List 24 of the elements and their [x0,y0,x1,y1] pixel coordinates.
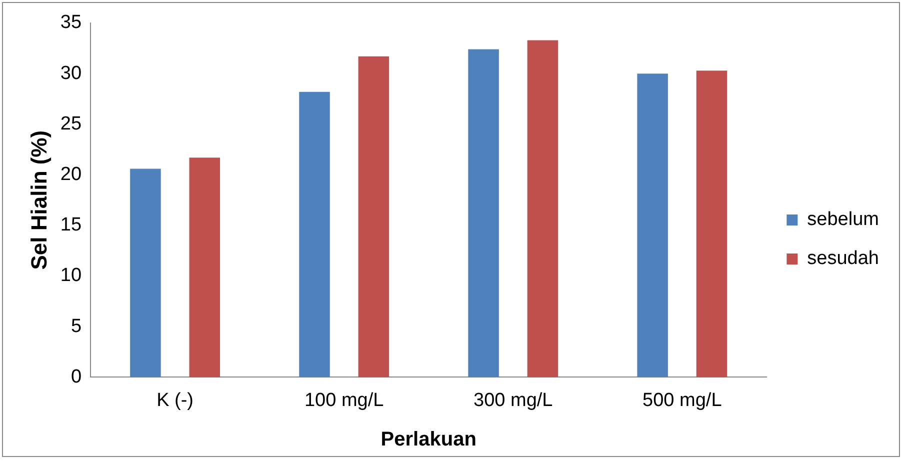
bar [637,74,668,378]
bar [130,168,161,378]
bar [358,56,390,378]
bar [527,40,558,378]
y-tick-label: 10 [60,265,82,286]
bar [299,92,330,378]
y-tick-label: 25 [60,113,82,134]
x-tick-label: 100 mg/L [304,390,384,411]
y-axis-title: Sel Hialin (%) [26,130,52,270]
legend-label: sebelum [807,209,879,230]
y-tick-label: 30 [60,62,82,84]
y-tick-label: 35 [60,12,82,34]
x-tick-label: K (-) [156,390,194,411]
x-tick-label: 500 mg/L [642,390,722,411]
y-tick-label: 15 [60,214,82,236]
x-axis-title: Perlakuan [380,428,476,451]
bar [189,158,220,378]
bar [696,70,728,378]
y-tick-label: 5 [70,316,82,337]
y-tick-label: 0 [70,366,82,388]
legend-label: sesudah [807,248,880,270]
x-tick-label: 300 mg/L [474,390,553,411]
y-tick-label: 20 [60,164,82,186]
bar [468,49,499,378]
